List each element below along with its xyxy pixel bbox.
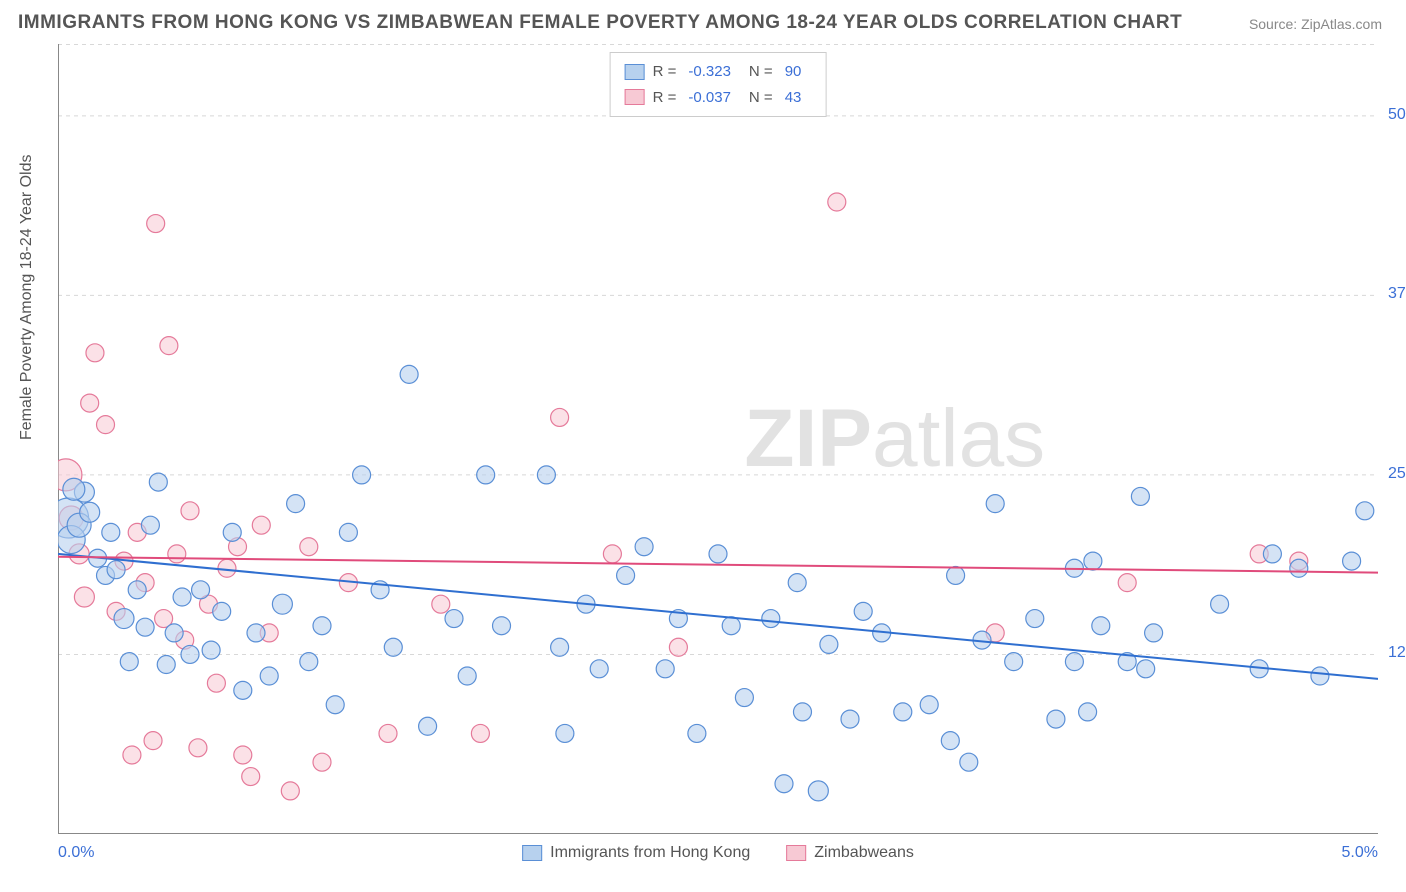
chart-area: ZIPatlas R =-0.323 N =90 R =-0.037 N =43…	[58, 44, 1378, 834]
x-tick-min: 0.0%	[58, 844, 94, 862]
legend-swatch-hk	[625, 64, 645, 80]
legend-label-hk: Immigrants from Hong Kong	[550, 844, 750, 862]
y-tick-50: 50.0%	[1388, 106, 1406, 124]
y-axis-label: Female Poverty Among 18-24 Year Olds	[18, 155, 36, 441]
legend-row-hk: R =-0.323 N =90	[625, 59, 812, 85]
legend-swatch-zw-icon	[786, 845, 806, 861]
legend-label-zw: Zimbabweans	[814, 844, 914, 862]
correlation-legend: R =-0.323 N =90 R =-0.037 N =43	[610, 52, 827, 117]
legend-swatch-hk-icon	[522, 845, 542, 861]
y-tick-25: 25.0%	[1388, 465, 1406, 483]
legend-item-zw: Zimbabweans	[786, 844, 914, 862]
y-tick-12: 12.5%	[1388, 644, 1406, 662]
x-tick-max: 5.0%	[1342, 844, 1378, 862]
chart-title: IMMIGRANTS FROM HONG KONG VS ZIMBABWEAN …	[18, 12, 1182, 34]
legend-row-zw: R =-0.037 N =43	[625, 85, 812, 111]
scatter-plot	[58, 44, 1378, 834]
y-tick-37: 37.5%	[1388, 285, 1406, 303]
legend-swatch-zw	[625, 89, 645, 105]
series-legend: Immigrants from Hong Kong Zimbabweans	[522, 844, 914, 862]
source-label: Source: ZipAtlas.com	[1249, 16, 1382, 32]
legend-item-hk: Immigrants from Hong Kong	[522, 844, 750, 862]
